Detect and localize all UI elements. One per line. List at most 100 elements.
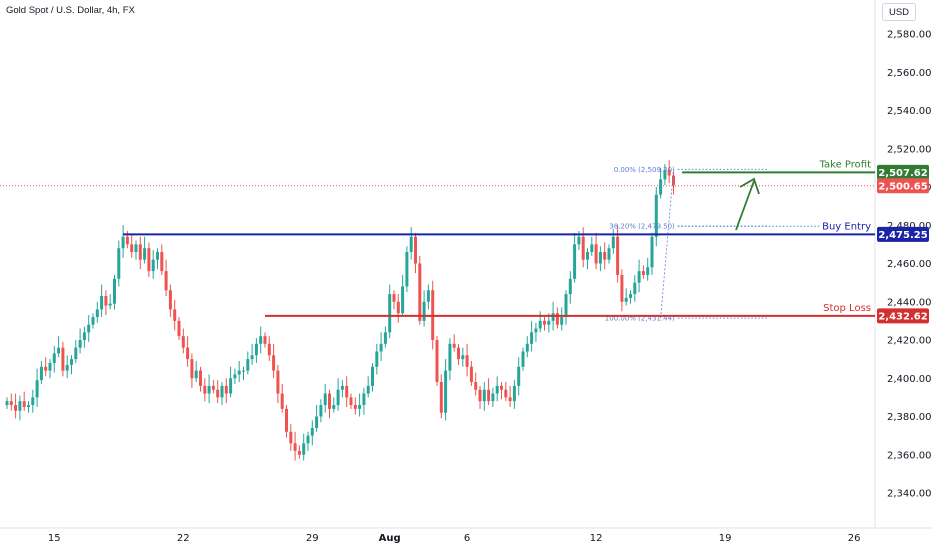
- candle-body: [564, 294, 568, 318]
- candle-body: [637, 271, 641, 283]
- candle-body: [439, 382, 443, 413]
- last-price-label: 2,500.65: [878, 182, 927, 193]
- x-tick-label: 22: [177, 533, 190, 544]
- x-tick-label: 19: [719, 533, 732, 544]
- y-tick-label: 2,520.00: [887, 144, 932, 155]
- level-price-badge: [877, 226, 929, 242]
- candle-body: [272, 355, 276, 371]
- candle-body: [465, 355, 469, 367]
- candle-body: [568, 278, 572, 295]
- candle-body: [435, 340, 439, 383]
- candle-body: [276, 370, 280, 394]
- candle-body: [104, 296, 108, 306]
- candle-body: [650, 236, 654, 268]
- y-tick-label: 2,400.00: [887, 374, 932, 385]
- candle-body: [349, 397, 353, 406]
- candle-body: [61, 347, 65, 371]
- candle-body: [39, 366, 43, 381]
- candle-body: [237, 370, 241, 375]
- candle-body: [332, 405, 336, 409]
- candle-body: [383, 332, 387, 344]
- candle-body: [633, 282, 637, 295]
- candle-body: [229, 378, 233, 394]
- candle-body: [70, 359, 73, 365]
- candle-body: [267, 343, 271, 356]
- candle-body: [388, 294, 392, 333]
- candle-body: [624, 297, 628, 302]
- candle-body: [508, 397, 512, 402]
- candle-body: [306, 435, 310, 444]
- level-price-label: 2,475.25: [878, 230, 927, 241]
- fib-level-label: 38.20% (2,479.50): [609, 223, 675, 231]
- candle-body: [667, 169, 671, 176]
- candle-body: [414, 236, 417, 264]
- candle-body: [611, 236, 615, 249]
- candle-body: [487, 389, 491, 402]
- candle-body: [125, 236, 129, 245]
- candle-body: [362, 393, 366, 406]
- candle-body: [375, 351, 379, 367]
- candle-body: [538, 320, 542, 329]
- candle-body: [181, 336, 185, 348]
- candle-body: [371, 366, 374, 386]
- candle-body: [310, 427, 314, 436]
- candle-body: [224, 385, 228, 394]
- candle-body: [340, 385, 344, 390]
- last-price-badge: [877, 178, 929, 194]
- candle-body: [31, 397, 35, 406]
- x-tick-label: 29: [306, 533, 319, 544]
- candle-body: [491, 393, 495, 402]
- candle-body: [82, 332, 86, 340]
- candle-body: [560, 317, 564, 325]
- candle-body: [108, 303, 112, 306]
- candle-body: [598, 252, 602, 264]
- candle-body: [534, 328, 538, 333]
- candle-body: [379, 343, 383, 352]
- candle-body: [48, 362, 52, 371]
- y-tick-label: 2,560.00: [887, 68, 932, 79]
- candle-body: [14, 405, 18, 411]
- y-tick-label: 2,360.00: [887, 450, 932, 461]
- candle-body: [478, 389, 482, 402]
- level-name-label: Take Profit: [819, 159, 872, 170]
- candle-body: [663, 169, 667, 180]
- candle-body: [186, 347, 190, 360]
- candle-body: [285, 408, 288, 432]
- candle-body: [216, 389, 220, 398]
- candle-body: [280, 393, 284, 409]
- y-tick-label: 2,420.00: [887, 336, 932, 347]
- candle-body: [577, 236, 581, 245]
- x-tick-label: 12: [590, 533, 603, 544]
- candle-body: [444, 370, 448, 413]
- candle-body: [543, 320, 546, 325]
- level-price-label: 2,507.62: [878, 168, 927, 179]
- candle-body: [474, 382, 478, 390]
- candle-body: [448, 343, 452, 371]
- candle-body: [246, 359, 250, 371]
- candle-body: [250, 355, 254, 360]
- candle-body: [194, 370, 198, 379]
- candle-body: [211, 385, 215, 390]
- candle-body: [396, 301, 400, 314]
- candle-body: [358, 405, 362, 409]
- symbol-title: Gold Spot / U.S. Dollar, 4h, FX: [6, 5, 135, 16]
- candle-body: [392, 294, 396, 302]
- candle-body: [22, 401, 26, 407]
- candle-body: [469, 366, 473, 383]
- candle-body: [672, 175, 675, 186]
- candle-body: [594, 244, 598, 264]
- candle-body: [297, 450, 301, 455]
- candle-body: [422, 301, 426, 321]
- candle-body: [654, 194, 658, 237]
- candle-body: [504, 389, 508, 398]
- candle-body: [659, 179, 663, 195]
- candle-body: [409, 236, 413, 253]
- candle-body: [495, 385, 499, 394]
- candle-body: [44, 366, 48, 371]
- candle-body: [586, 252, 589, 260]
- candle-body: [452, 343, 456, 348]
- currency-button[interactable]: USD: [882, 3, 916, 21]
- candle-body: [117, 248, 121, 279]
- y-tick-label: 2,580.00: [887, 30, 932, 41]
